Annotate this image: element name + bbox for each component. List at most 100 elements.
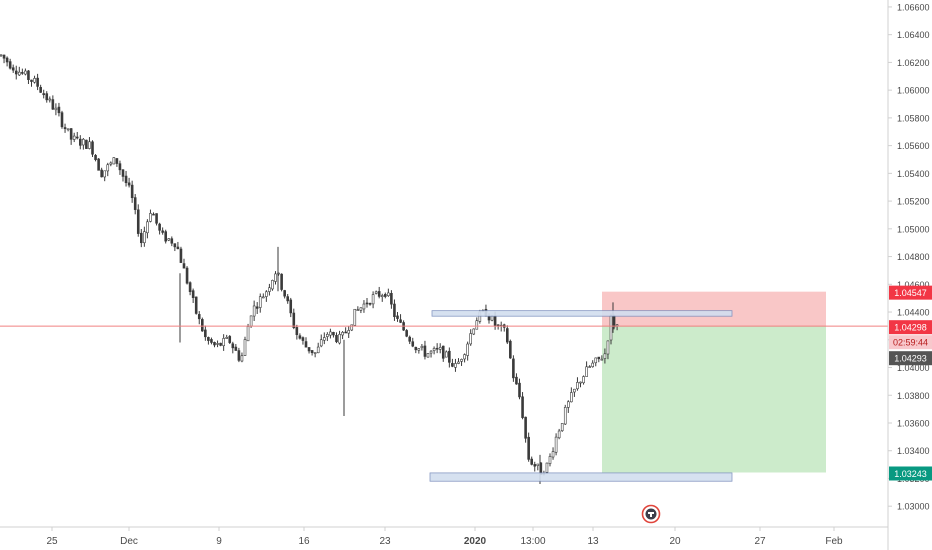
candle-body	[42, 93, 46, 96]
candle-body	[57, 106, 61, 114]
candle-body	[335, 334, 338, 343]
candle-body	[350, 324, 354, 331]
candle-body	[417, 348, 421, 351]
price-tick-label: 1.04800	[897, 252, 930, 262]
time-tick-label: 25	[46, 536, 58, 547]
price-tick-label: 1.03800	[897, 391, 930, 401]
candle-body	[518, 382, 521, 398]
candle-body	[133, 197, 137, 210]
candle-body	[527, 436, 530, 460]
candle-body	[591, 362, 595, 367]
candle-body	[566, 401, 570, 408]
candle-body	[82, 138, 85, 146]
candlestick-series	[0, 54, 619, 485]
time-tick-label: 13:00	[520, 536, 545, 547]
candle-body	[460, 359, 463, 362]
candle-body	[353, 308, 357, 326]
candle-body	[60, 112, 64, 128]
candle-body	[39, 87, 42, 93]
candle-body	[103, 170, 106, 178]
take-profit-zone[interactable]	[602, 326, 826, 473]
candle-body	[286, 296, 290, 302]
candle-body	[573, 388, 576, 393]
candle-body	[176, 246, 180, 250]
candle-body	[182, 263, 186, 269]
candle-body	[283, 290, 286, 297]
price-tick-label: 1.05000	[897, 224, 930, 234]
candle-body	[271, 280, 274, 290]
candle-body	[329, 331, 332, 336]
candle-body	[207, 337, 210, 341]
support-zone-rectangle[interactable]	[429, 472, 733, 482]
candle-body	[588, 366, 591, 368]
candle-body	[213, 342, 216, 346]
candle-body	[408, 336, 412, 342]
candle-body	[191, 290, 195, 298]
candle-body	[310, 350, 314, 354]
candle-body	[487, 316, 491, 321]
candle-body	[143, 231, 146, 244]
candle-body	[490, 315, 494, 321]
candle-body	[405, 330, 408, 337]
bar-countdown-label-bg	[889, 335, 932, 350]
candle-body	[219, 342, 222, 346]
candle-body	[222, 338, 225, 347]
candle-body	[121, 169, 125, 177]
current-price-label: 1.04298	[889, 320, 932, 335]
time-tick-label: Feb	[825, 536, 843, 547]
candle-body	[554, 436, 558, 453]
candle-body	[170, 238, 174, 244]
stop-price-label-bg	[889, 285, 932, 300]
previous-close-label-bg	[889, 351, 932, 366]
candle-body	[237, 350, 241, 361]
candle-body	[94, 155, 97, 160]
candle-body	[326, 334, 329, 337]
price-axis[interactable]: 1.06600 1.06400 1.06200 1.06000 1.05800 1.056…	[888, 2, 930, 512]
candle-body	[118, 163, 122, 171]
candle-body	[475, 320, 479, 330]
candle-body	[359, 307, 363, 311]
candle-body	[97, 158, 100, 171]
tradingview-logo-icon[interactable]	[641, 504, 661, 524]
candle-body	[14, 70, 18, 75]
price-tick-label: 1.06600	[897, 2, 930, 12]
candle-body	[69, 128, 73, 140]
time-tick-label: 27	[754, 536, 766, 547]
candle-body	[496, 324, 500, 327]
candle-body	[600, 358, 604, 361]
candle-body	[438, 346, 442, 350]
candle-body	[524, 416, 527, 439]
candle-body	[228, 336, 232, 343]
candle-body	[109, 162, 113, 165]
price-tick-label: 1.06200	[897, 58, 930, 68]
candle-body	[79, 138, 82, 146]
time-tick-label: Dec	[120, 536, 138, 547]
stop-loss-zone[interactable]	[602, 291, 826, 327]
price-tick-label: 1.03400	[897, 446, 930, 456]
candle-body	[609, 315, 613, 341]
time-axis[interactable]: 25 Dec 9 16 23 2020 13:00 13 20 27 Feb	[46, 527, 843, 547]
candle-body	[130, 184, 134, 199]
candle-body	[48, 98, 52, 101]
candle-body	[179, 248, 183, 263]
candle-body	[45, 93, 49, 101]
candle-body	[472, 328, 476, 335]
candle-body	[579, 381, 582, 384]
candle-body	[582, 376, 585, 384]
candle-body	[563, 407, 567, 425]
candle-body	[557, 430, 561, 439]
candle-body	[100, 169, 103, 178]
candle-body	[268, 287, 271, 292]
price-tick-label: 1.03000	[897, 502, 930, 512]
candle-body	[146, 221, 149, 234]
candle-body	[21, 72, 24, 74]
candle-body	[383, 294, 387, 297]
current-price-label-text: 1.04298	[894, 323, 927, 333]
candle-body	[536, 463, 540, 466]
target-price-label-text: 1.03243	[894, 469, 927, 479]
candle-body	[319, 339, 323, 347]
candle-body	[432, 348, 436, 351]
candle-body	[347, 330, 351, 334]
resistance-zone-rectangle[interactable]	[431, 310, 733, 317]
